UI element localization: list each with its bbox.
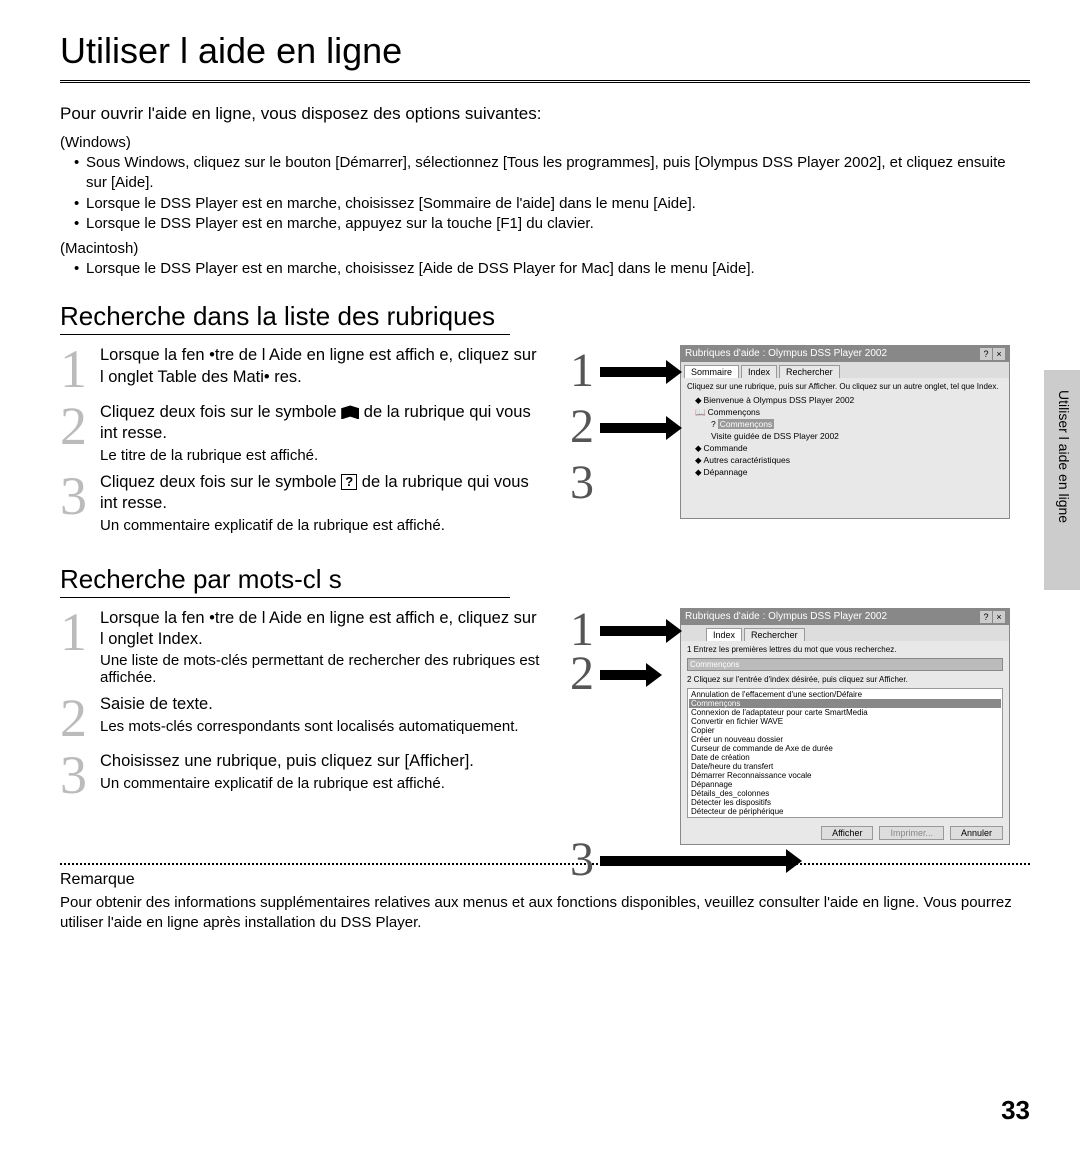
callout-3: 3: [570, 461, 594, 504]
step-main: Saisie de texte.: [100, 694, 540, 715]
callout-1: 1: [570, 608, 594, 651]
index-list[interactable]: Annulation de l'effacement d'une section…: [687, 688, 1003, 818]
tab-index[interactable]: Index: [741, 365, 777, 378]
callout-2: 2: [570, 405, 594, 448]
list-item[interactable]: Copier: [689, 726, 1001, 735]
page-number: 33: [1001, 1095, 1030, 1126]
list-item[interactable]: Date de création: [689, 753, 1001, 762]
dotted-rule: [60, 863, 1030, 865]
help-icon[interactable]: ?: [980, 611, 992, 623]
arrow-icon: [600, 626, 670, 636]
help-icon[interactable]: ?: [980, 348, 992, 360]
list-item: Lorsque le DSS Player est en marche, cho…: [74, 194, 1030, 214]
section1-title: Recherche dans la liste des rubriques: [60, 301, 510, 335]
tree-item[interactable]: ?Commençons: [687, 419, 1003, 431]
label-1: 1 Entrez les premières lettres du mot qu…: [687, 645, 1003, 654]
step-number: 3: [60, 472, 94, 534]
tree-item[interactable]: ◆Autres caractéristiques: [687, 455, 1003, 467]
callout-2: 2: [570, 652, 594, 695]
window-hint: Cliquez sur une rubrique, puis sur Affic…: [687, 382, 1003, 391]
help-window-1: Rubriques d'aide : Olympus DSS Player 20…: [680, 345, 1010, 519]
list-item[interactable]: Annulation de l'effacement d'une section…: [689, 690, 1001, 699]
tree-item[interactable]: ◆Dépannage: [687, 467, 1003, 479]
step-number: 3: [60, 751, 94, 800]
list-item[interactable]: Curseur de commande de Axe de durée: [689, 744, 1001, 753]
step-number: 2: [60, 402, 94, 464]
list-item[interactable]: Détecteur de périphérique: [689, 807, 1001, 816]
tab-index[interactable]: Index: [706, 628, 742, 641]
list-item[interactable]: Connexion de l'adaptateur pour carte Sma…: [689, 708, 1001, 717]
remark-label: Remarque: [60, 871, 1030, 889]
imprimer-button[interactable]: Imprimer...: [879, 826, 944, 840]
arrow-icon: [600, 423, 670, 433]
screenshot1-area: 1 2 3 Rubriques d'aide : Olympus DSS Pla…: [580, 345, 1000, 519]
tree-item[interactable]: ◆Bienvenue à Olympus DSS Player 2002: [687, 395, 1003, 407]
list-item: Lorsque le DSS Player est en marche, cho…: [74, 259, 1030, 279]
windows-bullets: Sous Windows, cliquez sur le bouton [Dém…: [60, 153, 1030, 234]
list-item[interactable]: Date/heure du transfert: [689, 762, 1001, 771]
step-number: 1: [60, 345, 94, 394]
window-title: Rubriques d'aide : Olympus DSS Player 20…: [685, 611, 887, 623]
list-item[interactable]: Détails_des_colonnes: [689, 789, 1001, 798]
intro-text: Pour ouvrir l'aide en ligne, vous dispos…: [60, 104, 1030, 124]
step-main: Choisissez une rubrique, puis cliquez su…: [100, 751, 540, 772]
callout-1: 1: [570, 349, 594, 392]
list-item[interactable]: Digital Rights Management: [689, 816, 1001, 818]
window-titlebar: Rubriques d'aide : Olympus DSS Player 20…: [681, 346, 1009, 362]
step-sub: Les mots-clés correspondants sont locali…: [100, 718, 540, 735]
mac-bullets: Lorsque le DSS Player est en marche, cho…: [60, 259, 1030, 279]
step-number: 2: [60, 694, 94, 743]
list-item: Lorsque le DSS Player est en marche, app…: [74, 214, 1030, 234]
step-number: 1: [60, 608, 94, 687]
close-icon[interactable]: ×: [993, 611, 1005, 623]
callout-3: 3: [570, 838, 594, 881]
step-main: Lorsque la fen •tre de l Aide en ligne e…: [100, 608, 540, 651]
window-title: Rubriques d'aide : Olympus DSS Player 20…: [685, 348, 887, 360]
remark-text: Pour obtenir des informations supplément…: [60, 893, 1030, 934]
tree-item[interactable]: Visite guidée de DSS Player 2002: [687, 431, 1003, 443]
tab-sommaire[interactable]: Sommaire: [684, 365, 739, 378]
arrow-icon: [600, 670, 650, 680]
tree-item[interactable]: ◆Commande: [687, 443, 1003, 455]
os-mac-label: (Macintosh): [60, 240, 1030, 257]
arrow-icon: [600, 367, 670, 377]
list-item[interactable]: Démarrer Reconnaissance vocale: [689, 771, 1001, 780]
section2-steps: 1 Lorsque la fen •tre de l Aide en ligne…: [60, 608, 540, 808]
afficher-button[interactable]: Afficher: [821, 826, 873, 840]
step-sub: Un commentaire explicatif de la rubrique…: [100, 517, 540, 534]
list-item[interactable]: Commençons: [689, 699, 1001, 708]
label-2: 2 Cliquez sur l'entrée d'index désirée, …: [687, 675, 1003, 684]
title-rule: [60, 80, 1030, 84]
list-item[interactable]: Dépannage: [689, 780, 1001, 789]
page-title: Utiliser l aide en ligne: [60, 30, 1030, 72]
list-item[interactable]: Créer un nouveau dossier: [689, 735, 1001, 744]
tab-rechercher[interactable]: Rechercher: [744, 628, 805, 641]
list-item: Sous Windows, cliquez sur le bouton [Dém…: [74, 153, 1030, 194]
window-titlebar: Rubriques d'aide : Olympus DSS Player 20…: [681, 609, 1009, 625]
index-input[interactable]: Commençons: [687, 658, 1003, 671]
step-main: Lorsque la fen •tre de l Aide en ligne e…: [100, 345, 540, 388]
question-icon: ?: [341, 474, 357, 490]
os-windows-label: (Windows): [60, 134, 1030, 151]
step-sub: Une liste de mots-clés permettant de rec…: [100, 652, 540, 686]
section1-steps: 1 Lorsque la fen •tre de l Aide en ligne…: [60, 345, 540, 541]
help-window-2: Rubriques d'aide : Olympus DSS Player 20…: [680, 608, 1010, 845]
step-main: Cliquez deux fois sur le symbole ? de la…: [100, 472, 540, 515]
list-item[interactable]: Convertir en fichier WAVE: [689, 717, 1001, 726]
tab-rechercher[interactable]: Rechercher: [779, 365, 840, 378]
book-icon: [341, 405, 359, 419]
list-item[interactable]: Détecter les dispositifs: [689, 798, 1001, 807]
annuler-button[interactable]: Annuler: [950, 826, 1003, 840]
step-main: Cliquez deux fois sur le symbole de la r…: [100, 402, 540, 445]
screenshot2-area: 1 2 3 Rubriques d'aide : Olympus DSS Pla…: [580, 608, 1000, 845]
side-tab-label: Utiliser l aide en ligne: [1056, 390, 1072, 523]
section2-title: Recherche par mots-cl s: [60, 564, 510, 598]
tree-item[interactable]: 📖Commençons: [687, 407, 1003, 419]
step-sub: Le titre de la rubrique est affiché.: [100, 447, 540, 464]
step-sub: Un commentaire explicatif de la rubrique…: [100, 775, 540, 792]
close-icon[interactable]: ×: [993, 348, 1005, 360]
arrow-icon: [600, 856, 790, 866]
